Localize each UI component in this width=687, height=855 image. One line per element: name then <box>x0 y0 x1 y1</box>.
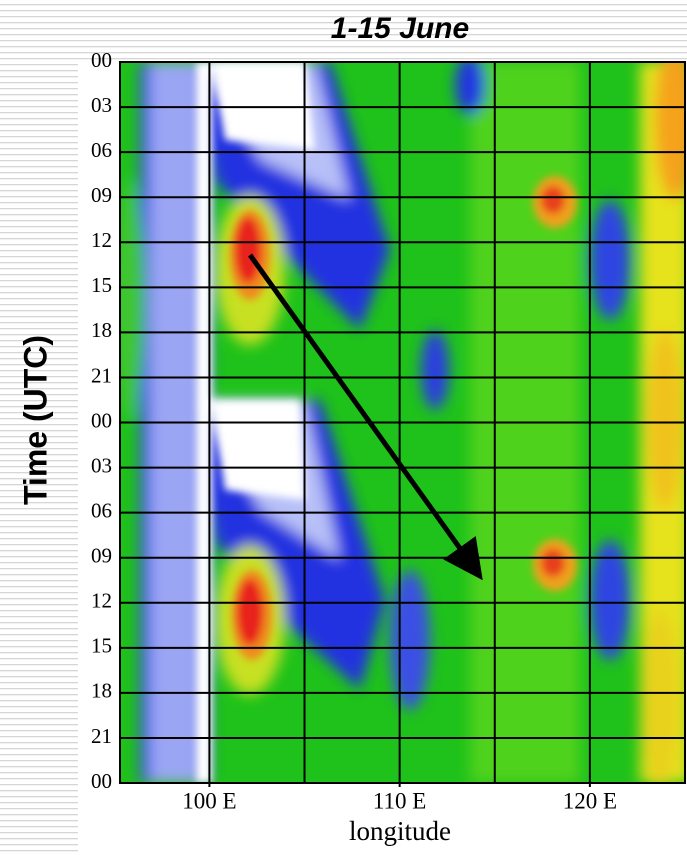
y-tick-label: 00 <box>91 48 112 72</box>
slide-background <box>78 0 687 60</box>
plot-border <box>119 61 686 784</box>
y-tick-label: 06 <box>91 498 112 522</box>
x-tick-label: 100 E <box>182 788 236 813</box>
slide-background <box>0 0 78 855</box>
y-tick-label: 21 <box>91 724 112 748</box>
y-tick-label: 21 <box>91 363 112 387</box>
propagation-arrow <box>247 253 483 581</box>
y-axis-label: Time (UTC) <box>17 335 53 505</box>
y-tick-label: 00 <box>91 769 112 793</box>
y-tick-label: 18 <box>91 679 112 703</box>
x-tick-label: 120 E <box>563 788 617 813</box>
x-tick-label: 110 E <box>373 788 426 813</box>
y-tick-label: 12 <box>91 228 112 252</box>
y-tick-label: 12 <box>91 589 112 613</box>
y-tick-label: 03 <box>91 93 112 117</box>
y-tick-label: 15 <box>91 634 112 658</box>
y-tick-label: 03 <box>91 453 112 477</box>
x-axis-label: longitude <box>349 816 451 846</box>
y-tick-label: 18 <box>91 318 112 342</box>
chart-title: 1-15 June <box>331 12 469 45</box>
y-tick-label: 09 <box>91 544 112 568</box>
y-tick-label: 09 <box>91 183 112 207</box>
y-tick-label: 15 <box>91 273 112 297</box>
y-tick-label: 06 <box>91 138 112 162</box>
y-tick-label: 00 <box>91 408 112 432</box>
